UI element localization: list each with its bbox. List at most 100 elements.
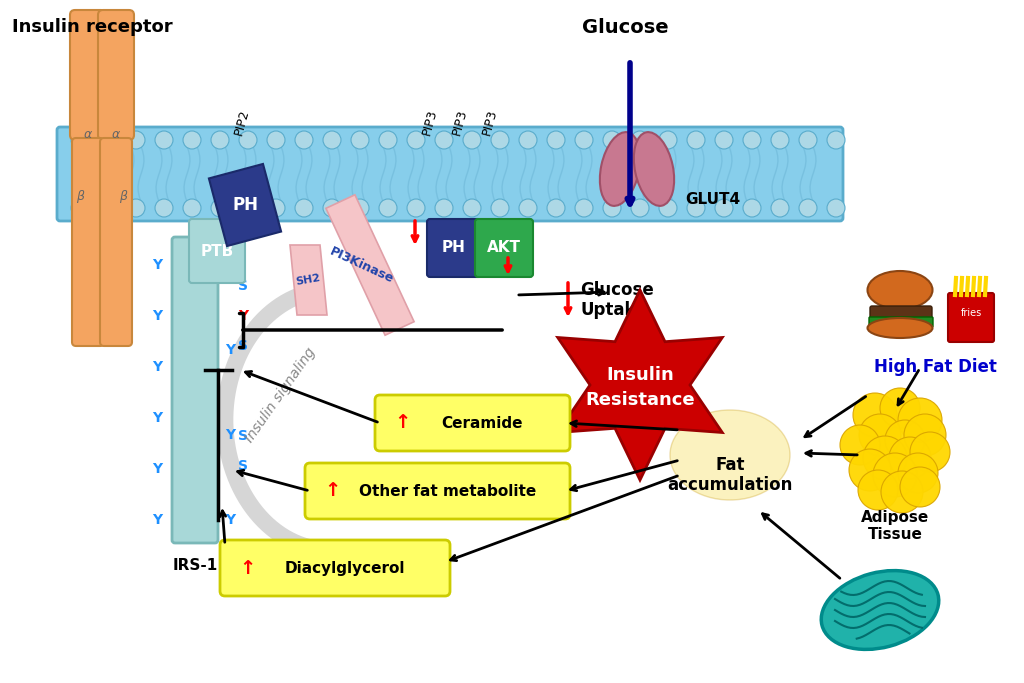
FancyBboxPatch shape [57, 127, 843, 221]
Circle shape [687, 199, 705, 217]
Circle shape [463, 131, 481, 149]
Circle shape [889, 437, 931, 479]
Text: Diacylglycerol: Diacylglycerol [285, 561, 406, 576]
Circle shape [323, 199, 341, 217]
Circle shape [771, 199, 790, 217]
Circle shape [715, 131, 733, 149]
Text: β: β [119, 190, 127, 203]
Circle shape [799, 199, 817, 217]
Text: IRS-1: IRS-1 [172, 558, 218, 573]
Text: Y: Y [152, 360, 162, 374]
Text: Insulin: Insulin [606, 366, 674, 384]
FancyBboxPatch shape [100, 138, 132, 346]
FancyBboxPatch shape [189, 219, 245, 283]
Text: PIP3: PIP3 [480, 108, 500, 137]
Circle shape [99, 199, 117, 217]
Text: Y: Y [225, 258, 236, 272]
FancyBboxPatch shape [72, 138, 104, 346]
Text: Y: Y [225, 428, 236, 442]
Circle shape [295, 131, 313, 149]
Text: Y: Y [152, 258, 162, 272]
Circle shape [885, 420, 925, 460]
Text: Glucose
Uptake: Glucose Uptake [580, 281, 653, 320]
Text: ↑: ↑ [324, 482, 340, 501]
Text: SH2: SH2 [295, 273, 322, 287]
Circle shape [211, 199, 229, 217]
FancyBboxPatch shape [375, 395, 570, 451]
Text: S: S [238, 429, 248, 443]
FancyBboxPatch shape [172, 237, 218, 543]
Text: ↑: ↑ [394, 413, 411, 432]
Circle shape [900, 467, 940, 507]
Circle shape [183, 131, 201, 149]
Circle shape [858, 470, 898, 510]
Circle shape [840, 425, 880, 465]
Text: PTB: PTB [201, 244, 233, 258]
FancyBboxPatch shape [870, 306, 932, 324]
Text: Y: Y [225, 513, 236, 527]
Circle shape [827, 199, 845, 217]
Text: Y: Y [152, 411, 162, 425]
Text: Fat
accumulation: Fat accumulation [668, 456, 793, 494]
Circle shape [904, 414, 946, 456]
Circle shape [379, 199, 397, 217]
Circle shape [849, 449, 891, 491]
Text: PIP3: PIP3 [420, 108, 439, 137]
FancyBboxPatch shape [220, 540, 450, 596]
Circle shape [603, 199, 621, 217]
Circle shape [771, 131, 790, 149]
Text: β: β [76, 190, 84, 203]
Circle shape [631, 199, 649, 217]
Text: fries: fries [961, 308, 982, 318]
Ellipse shape [670, 410, 790, 500]
Circle shape [715, 199, 733, 217]
Text: Y: Y [152, 309, 162, 323]
Circle shape [490, 199, 509, 217]
Circle shape [127, 199, 145, 217]
Circle shape [435, 131, 453, 149]
Text: S: S [238, 279, 248, 293]
Circle shape [435, 199, 453, 217]
Circle shape [898, 398, 942, 442]
Text: PH: PH [442, 240, 466, 255]
Circle shape [351, 131, 369, 149]
Circle shape [71, 199, 89, 217]
Circle shape [659, 199, 677, 217]
Circle shape [211, 131, 229, 149]
FancyBboxPatch shape [427, 219, 481, 277]
FancyBboxPatch shape [98, 10, 134, 140]
Polygon shape [209, 164, 282, 246]
Text: α: α [84, 128, 92, 141]
Ellipse shape [600, 132, 640, 206]
Circle shape [743, 199, 761, 217]
Circle shape [898, 453, 938, 493]
Circle shape [155, 199, 173, 217]
Text: α: α [112, 128, 120, 141]
Circle shape [351, 199, 369, 217]
Text: AKT: AKT [487, 240, 521, 255]
Text: PI3Kinase: PI3Kinase [328, 245, 396, 285]
Polygon shape [326, 195, 414, 335]
Circle shape [407, 131, 425, 149]
Circle shape [547, 131, 565, 149]
Text: ↑: ↑ [239, 559, 255, 578]
Circle shape [463, 199, 481, 217]
Circle shape [603, 131, 621, 149]
Ellipse shape [867, 271, 933, 309]
Ellipse shape [634, 132, 674, 206]
Text: High Fat Diet: High Fat Diet [873, 358, 996, 376]
Text: Other fat metabolite: Other fat metabolite [358, 484, 537, 499]
Circle shape [519, 199, 537, 217]
Circle shape [910, 432, 950, 472]
Text: S: S [238, 339, 248, 353]
Circle shape [827, 131, 845, 149]
FancyBboxPatch shape [475, 219, 534, 277]
Ellipse shape [867, 318, 933, 338]
Text: Insulin signaling: Insulin signaling [242, 345, 317, 445]
Circle shape [687, 131, 705, 149]
FancyBboxPatch shape [305, 463, 570, 519]
Text: Glucose: Glucose [582, 18, 669, 37]
Circle shape [267, 199, 285, 217]
Text: Adipose
Tissue: Adipose Tissue [861, 510, 929, 542]
Text: Y: Y [152, 462, 162, 476]
